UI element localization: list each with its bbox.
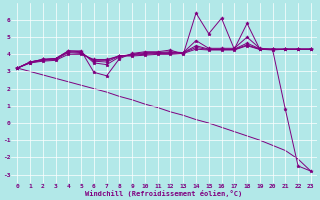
X-axis label: Windchill (Refroidissement éolien,°C): Windchill (Refroidissement éolien,°C) <box>85 190 243 197</box>
